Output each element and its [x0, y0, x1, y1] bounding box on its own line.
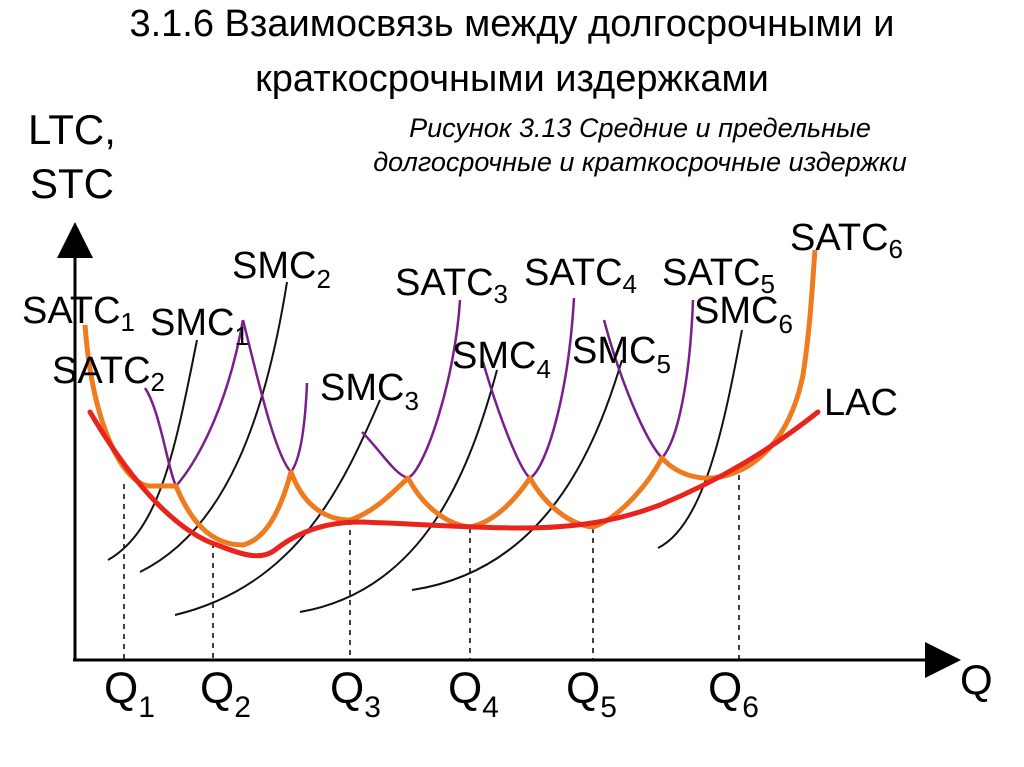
smc-6-curve	[657, 329, 743, 549]
figure-caption-line-2: долгосрочные и краткосрочные издержки	[373, 147, 907, 177]
figure-caption-line-1: Рисунок 3.13 Средние и предельные	[409, 113, 871, 143]
satc-4b-curve	[481, 297, 576, 480]
lac-curve	[87, 409, 821, 559]
satc-6-label: SATC6	[790, 217, 903, 264]
q2-label: Q2	[200, 664, 251, 724]
q5-label: Q5	[566, 664, 617, 724]
q3-label: Q3	[330, 664, 381, 724]
smc-4-curve	[299, 369, 498, 613]
lac-label: LAC	[824, 382, 898, 424]
satc-2-curve	[143, 319, 245, 489]
smc-1-curve	[107, 339, 198, 561]
smc-curves	[107, 281, 743, 616]
smc-6-label: SMC6	[694, 290, 793, 339]
smc-5-label: SMC5	[572, 330, 671, 379]
satc-3-curve	[241, 319, 309, 474]
q6-label: Q6	[708, 664, 759, 724]
curve-labels: SATC1 SATC2 SATC3 SATC4 SATC5 SATC6 SMC1 SMC2 SM…	[22, 217, 903, 424]
satc-5-label: SATC5	[662, 252, 775, 299]
slide-title-line-2: краткосрочными издержками	[255, 58, 769, 100]
smc-4-label: SMC4	[452, 335, 551, 384]
quantity-labels: Q1 Q2 Q3 Q4 Q5 Q6	[104, 664, 759, 724]
satc-4-curve	[361, 299, 462, 480]
y-axis-label-ltc: LTC,	[28, 106, 116, 153]
smc-3-label: SMC3	[320, 367, 419, 416]
q4-label: Q4	[448, 664, 499, 724]
q1-label: Q1	[104, 664, 155, 724]
smc-1-label: SMC1	[150, 302, 249, 351]
satc-4-label: SATC4	[524, 252, 637, 299]
smc-5-curve	[411, 359, 623, 591]
satc-1-label: SATC1	[22, 290, 135, 337]
satc-5-curve	[602, 299, 695, 460]
slide-title-line-1: 3.1.6 Взаимосвязь между долгосрочными и	[129, 3, 895, 45]
smc-3-curve	[174, 399, 381, 616]
dashed-guides	[123, 475, 740, 660]
satc-2-label: SATC2	[52, 350, 165, 397]
x-axis-label: Q	[960, 656, 993, 703]
satc-3-label: SATC3	[395, 262, 508, 309]
smc-2-label: SMC2	[232, 245, 331, 294]
y-axis-label-stc: STC	[30, 160, 114, 207]
smc-2-curve	[139, 281, 288, 573]
